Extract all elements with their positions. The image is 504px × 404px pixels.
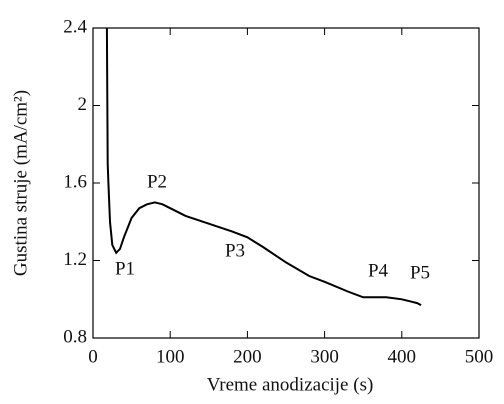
annotation: P2 — [147, 171, 167, 192]
y-tick-label: 1.2 — [63, 249, 87, 270]
y-tick-label: 0.8 — [63, 326, 87, 347]
annotation: P5 — [410, 262, 430, 283]
x-tick-label: 200 — [233, 346, 262, 367]
data-line — [105, 28, 422, 306]
x-tick-label: 0 — [88, 346, 98, 367]
x-tick-label: 100 — [156, 346, 185, 367]
y-axis-label: Gustina struje (mA/cm²) — [10, 90, 31, 276]
annotation: P4 — [368, 260, 389, 281]
x-tick-label: 500 — [465, 346, 494, 367]
y-tick-label: 2.4 — [63, 16, 87, 37]
annotation: P3 — [225, 240, 245, 261]
y-tick-label: 1.6 — [63, 171, 87, 192]
x-axis-label: Vreme anodizacije (s) — [207, 374, 374, 395]
x-tick-label: 400 — [388, 346, 417, 367]
y-tick-label: 2 — [78, 94, 88, 115]
annotation: P1 — [115, 258, 135, 279]
x-tick-label: 300 — [310, 346, 339, 367]
